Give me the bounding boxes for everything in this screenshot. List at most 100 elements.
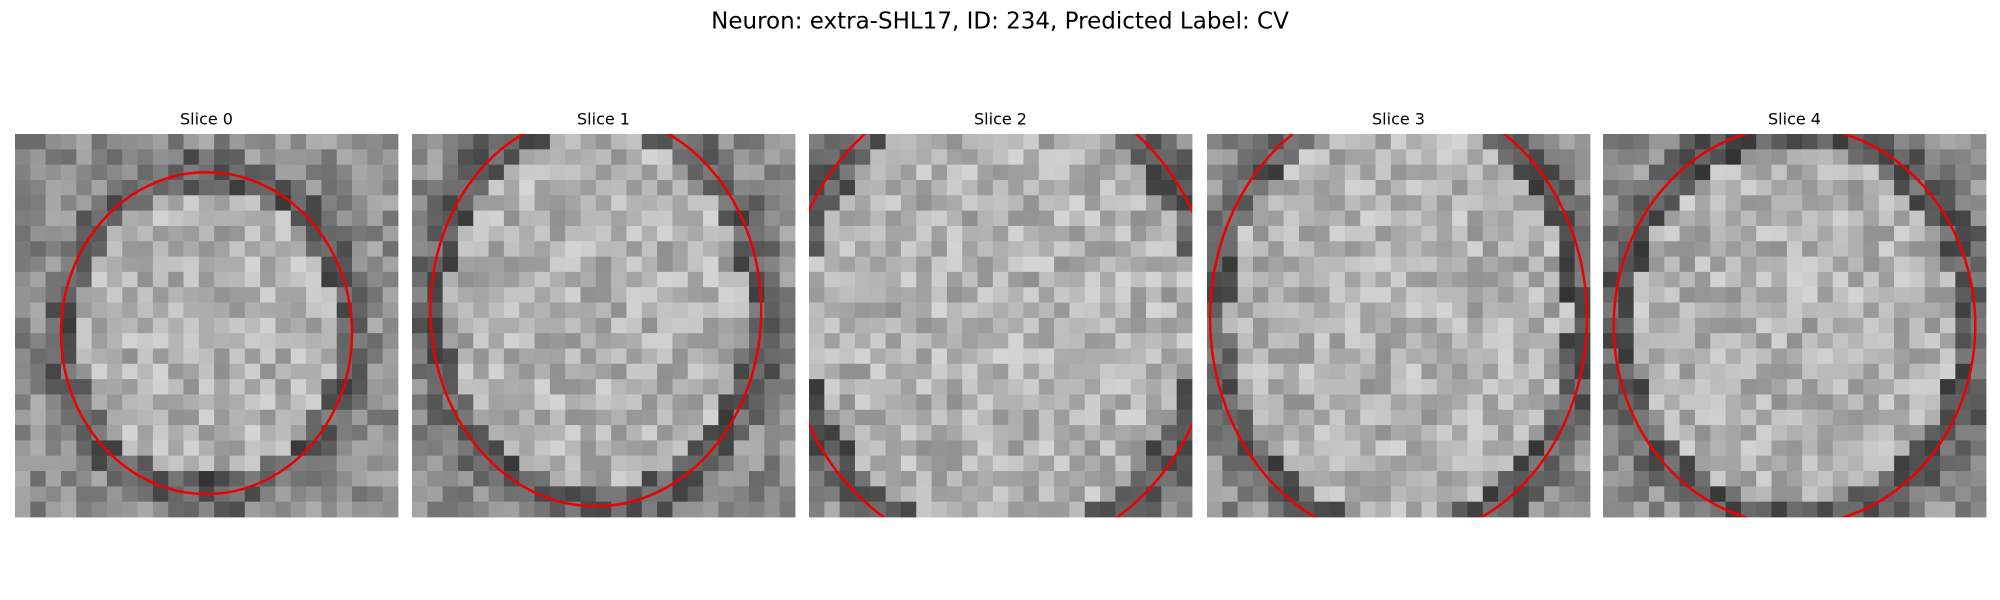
pixel (106, 379, 123, 395)
pixel (1618, 210, 1635, 227)
pixel (1513, 348, 1530, 365)
pixel (382, 302, 399, 319)
pixel (1970, 394, 1987, 411)
pixel (1894, 425, 1910, 441)
pixel (824, 134, 841, 150)
pixel (1544, 501, 1560, 518)
pixel (1513, 455, 1530, 472)
pixel (900, 149, 917, 166)
pixel (15, 501, 31, 518)
pixel (1725, 195, 1742, 211)
pixel (1894, 302, 1910, 319)
pixel (1817, 379, 1834, 395)
pixel (1283, 164, 1300, 181)
pixel (870, 179, 886, 196)
pixel (352, 363, 368, 380)
pixel (1694, 471, 1711, 487)
pixel (1664, 333, 1680, 349)
pixel (244, 379, 261, 395)
pixel (152, 256, 169, 273)
pixel (382, 241, 399, 257)
pixel (1344, 333, 1361, 349)
pixel (885, 317, 902, 334)
pixel (1054, 317, 1070, 334)
pixel (412, 486, 428, 503)
pixel (992, 256, 1009, 273)
pixel (1940, 379, 1956, 395)
pixel (168, 501, 184, 518)
pixel (1771, 256, 1788, 273)
pixel (687, 241, 704, 257)
pixel (718, 149, 735, 166)
pixel (1618, 225, 1635, 242)
pixel (870, 363, 886, 380)
pixel (885, 486, 902, 503)
pixel (1863, 287, 1880, 303)
pixel (1314, 164, 1330, 181)
pixel (1832, 486, 1849, 503)
pixel (15, 134, 31, 150)
pixel (1268, 394, 1284, 411)
pixel (519, 348, 535, 365)
pixel (1130, 225, 1147, 242)
pixel (1498, 471, 1514, 487)
pixel (1344, 179, 1361, 196)
pixel (275, 348, 292, 365)
pixel (168, 317, 184, 334)
pixel (15, 317, 31, 334)
pixel (733, 271, 750, 288)
pixel (198, 134, 215, 150)
pixel (1648, 317, 1665, 334)
pixel (488, 225, 505, 242)
pixel (641, 302, 658, 319)
pixel (1633, 241, 1650, 257)
pixel (703, 471, 719, 487)
pixel (306, 302, 322, 319)
pixel (1725, 348, 1742, 365)
pixel (1482, 134, 1499, 150)
pixel (106, 179, 123, 196)
pixel (1513, 302, 1530, 319)
pixel (1756, 179, 1772, 196)
pixel (1633, 486, 1650, 503)
pixel (1740, 440, 1757, 457)
pixel (764, 333, 781, 349)
pixel (260, 425, 276, 441)
pixel (1421, 271, 1438, 288)
pixel (595, 225, 612, 242)
pixel (749, 455, 765, 472)
pixel (1603, 379, 1619, 395)
pixel (1618, 486, 1635, 503)
pixel (260, 348, 276, 365)
pixel (534, 210, 551, 227)
pixel (1467, 287, 1484, 303)
pixel (457, 333, 474, 349)
pixel (1222, 317, 1239, 334)
pixel (1421, 501, 1438, 518)
pixel (183, 394, 200, 411)
pixel (1390, 425, 1407, 441)
pixel (152, 271, 169, 288)
pixel (626, 409, 643, 426)
pixel (1436, 134, 1453, 150)
pixel (1710, 164, 1726, 181)
pixel (1176, 302, 1193, 319)
pixel (1878, 348, 1895, 365)
pixel (1390, 271, 1407, 288)
pixel (1848, 195, 1864, 211)
pixel (1268, 486, 1284, 503)
pixel (733, 486, 750, 503)
pixel (1146, 149, 1162, 166)
pixel (580, 287, 597, 303)
pixel (1421, 425, 1438, 441)
pixel (839, 363, 856, 380)
pixel (1252, 501, 1269, 518)
pixel (488, 379, 505, 395)
pixel (839, 348, 856, 365)
pixel (1603, 455, 1619, 472)
pixel (76, 501, 92, 518)
pixel (824, 210, 841, 227)
pixel (321, 425, 338, 441)
pixel (1146, 195, 1162, 211)
pixel (870, 210, 886, 227)
